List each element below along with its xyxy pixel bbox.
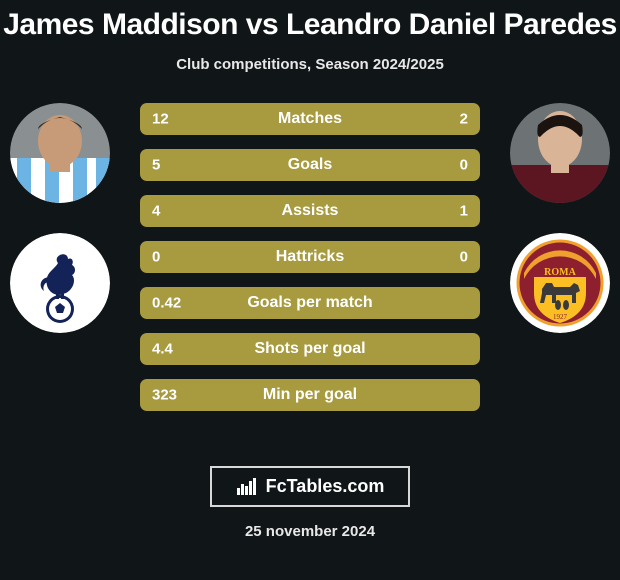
club-right-crest: ROMA 1927 <box>510 233 610 333</box>
stat-bars: 12 Matches 2 5 Goals 0 4 Assists 1 0 Hat… <box>140 103 480 425</box>
stat-row-gpm: 0.42 Goals per match <box>140 287 480 319</box>
stat-row-mpg: 323 Min per goal <box>140 379 480 411</box>
club-left-crest <box>10 233 110 333</box>
brand-box: FcTables.com <box>210 466 411 507</box>
stat-label: Goals per match <box>247 294 372 312</box>
brand-label: FcTables.com <box>266 476 385 497</box>
stat-label: Goals <box>288 156 332 174</box>
stat-row-goals: 5 Goals 0 <box>140 149 480 181</box>
date-label: 25 november 2024 <box>0 523 620 540</box>
stat-left-value: 0 <box>152 249 160 266</box>
svg-text:1927: 1927 <box>553 313 568 321</box>
page-title: James Maddison vs Leandro Daniel Paredes <box>0 0 620 42</box>
stat-right-value: 1 <box>460 203 468 220</box>
player-right-graphic <box>510 103 610 203</box>
stat-label: Hattricks <box>276 248 344 266</box>
club-right-graphic: ROMA 1927 <box>510 233 610 333</box>
player-left-graphic <box>10 103 110 203</box>
page-subtitle: Club competitions, Season 2024/2025 <box>0 56 620 73</box>
stat-label: Shots per goal <box>254 340 365 358</box>
stat-label: Assists <box>282 202 339 220</box>
svg-text:ROMA: ROMA <box>544 267 576 278</box>
comparison-panel: ROMA 1927 12 Matches 2 5 Goals 0 4 Assis… <box>0 103 620 443</box>
stat-label: Matches <box>278 110 342 128</box>
stat-row-matches: 12 Matches 2 <box>140 103 480 135</box>
stat-right-value: 0 <box>460 249 468 266</box>
stat-row-hattricks: 0 Hattricks 0 <box>140 241 480 273</box>
club-left-graphic <box>10 233 110 333</box>
stat-left-value: 4 <box>152 203 160 220</box>
brand-bars-icon <box>236 478 258 496</box>
player-left-avatar <box>10 103 110 203</box>
stat-row-assists: 4 Assists 1 <box>140 195 480 227</box>
stat-left-value: 0.42 <box>152 295 181 312</box>
stat-label: Min per goal <box>263 386 357 404</box>
stat-left-value: 5 <box>152 157 160 174</box>
stat-left-value: 4.4 <box>152 341 173 358</box>
stat-right-value: 0 <box>460 157 468 174</box>
stat-right-value: 2 <box>460 111 468 128</box>
footer: FcTables.com 25 november 2024 <box>0 466 620 540</box>
stat-left-value: 323 <box>152 387 177 404</box>
stat-row-spg: 4.4 Shots per goal <box>140 333 480 365</box>
player-right-avatar <box>510 103 610 203</box>
stat-left-value: 12 <box>152 111 169 128</box>
